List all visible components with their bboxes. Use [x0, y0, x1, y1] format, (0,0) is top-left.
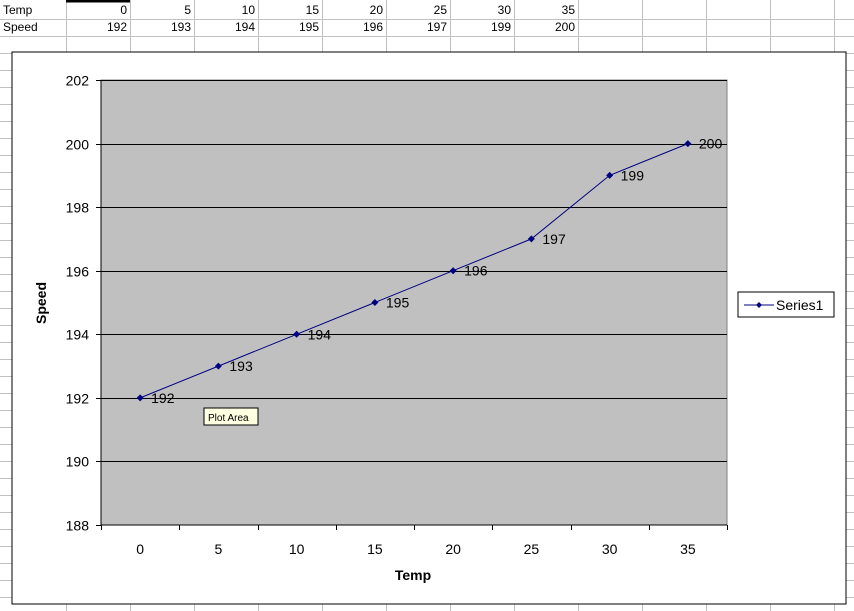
- worksheet-cells: Temp Speed 0 5 10 15 20 25 30 35 192 193 194 195 196…: [3, 3, 575, 34]
- x-tick-label: 20: [445, 541, 461, 557]
- cell-row-label-speed[interactable]: Speed: [3, 20, 38, 34]
- y-axis-title: Speed: [33, 282, 49, 324]
- data-label: 197: [542, 231, 566, 247]
- x-tick-label: 25: [524, 541, 540, 557]
- series1-point[interactable]: [449, 267, 457, 275]
- series1-point[interactable]: [606, 171, 614, 179]
- x-tick-label: 5: [214, 541, 222, 557]
- cell-temp-value[interactable]: 15: [306, 3, 320, 17]
- cell-speed-value[interactable]: 192: [107, 20, 127, 34]
- series1-point[interactable]: [684, 140, 692, 148]
- y-tick-label: 196: [66, 264, 90, 280]
- series1-point[interactable]: [527, 235, 535, 243]
- y-tick-label: 200: [66, 137, 90, 153]
- tooltip-box: [203, 407, 259, 426]
- cell-row-label-temp[interactable]: Temp: [3, 3, 33, 17]
- cell-speed-value[interactable]: 199: [491, 20, 511, 34]
- x-tick-label: 30: [602, 541, 618, 557]
- x-tick-label: 10: [289, 541, 305, 557]
- cell-temp-value[interactable]: 30: [498, 3, 512, 17]
- tooltip-text: Plot Area: [208, 413, 249, 424]
- y-tick-label: 192: [66, 391, 90, 407]
- data-label: 199: [621, 167, 645, 183]
- series1-point[interactable]: [293, 330, 301, 338]
- cell-temp-value[interactable]: 0: [120, 3, 127, 17]
- y-axis-ticks: 188 190 192 194 196 198 200 202: [66, 73, 101, 534]
- data-label: 193: [229, 358, 253, 374]
- cell-speed-value[interactable]: 197: [427, 20, 447, 34]
- legend-marker-diamond-icon: [756, 302, 762, 308]
- x-axis-title: Temp: [395, 567, 431, 583]
- cell-speed-value[interactable]: 195: [299, 20, 319, 34]
- cell-temp-value[interactable]: 5: [184, 3, 191, 17]
- cell-speed-value[interactable]: 193: [171, 20, 191, 34]
- cell-speed-value[interactable]: 200: [555, 20, 575, 34]
- cell-temp-value[interactable]: 10: [242, 3, 256, 17]
- data-label: 194: [308, 326, 332, 342]
- cell-temp-value[interactable]: 25: [434, 3, 448, 17]
- cell-speed-value[interactable]: 196: [363, 20, 383, 34]
- x-tick-label: 35: [680, 541, 696, 557]
- legend[interactable]: Series1: [737, 291, 835, 318]
- series1-line[interactable]: [139, 143, 689, 399]
- series-1[interactable]: 192 193 194 195 196 197 199 200: [136, 136, 723, 406]
- data-label: 192: [151, 390, 175, 406]
- series1-point[interactable]: [371, 299, 379, 306]
- y-tick-label: 188: [66, 518, 90, 534]
- y-tick-label: 202: [66, 73, 90, 89]
- data-label: 195: [386, 295, 410, 311]
- plot-area-tooltip: Plot Area: [203, 407, 259, 426]
- data-label: 196: [464, 263, 488, 279]
- data-label: 200: [699, 136, 723, 152]
- x-axis-ticks: 0 5 10 15 20 25 30 35: [101, 525, 728, 557]
- plot-area[interactable]: [100, 79, 728, 526]
- y-tick-label: 190: [66, 454, 90, 470]
- legend-label-series1: Series1: [776, 297, 824, 313]
- cell-temp-value[interactable]: 35: [562, 3, 576, 17]
- cell-temp-value[interactable]: 20: [370, 3, 384, 17]
- series1-point[interactable]: [136, 394, 144, 402]
- y-tick-label: 198: [66, 200, 90, 216]
- x-tick-label: 0: [136, 541, 144, 557]
- x-tick-label: 15: [367, 541, 383, 557]
- series1-point[interactable]: [214, 362, 222, 370]
- cell-speed-value[interactable]: 194: [235, 20, 255, 34]
- horizontal-gridlines: [101, 80, 727, 462]
- y-tick-label: 194: [66, 327, 90, 343]
